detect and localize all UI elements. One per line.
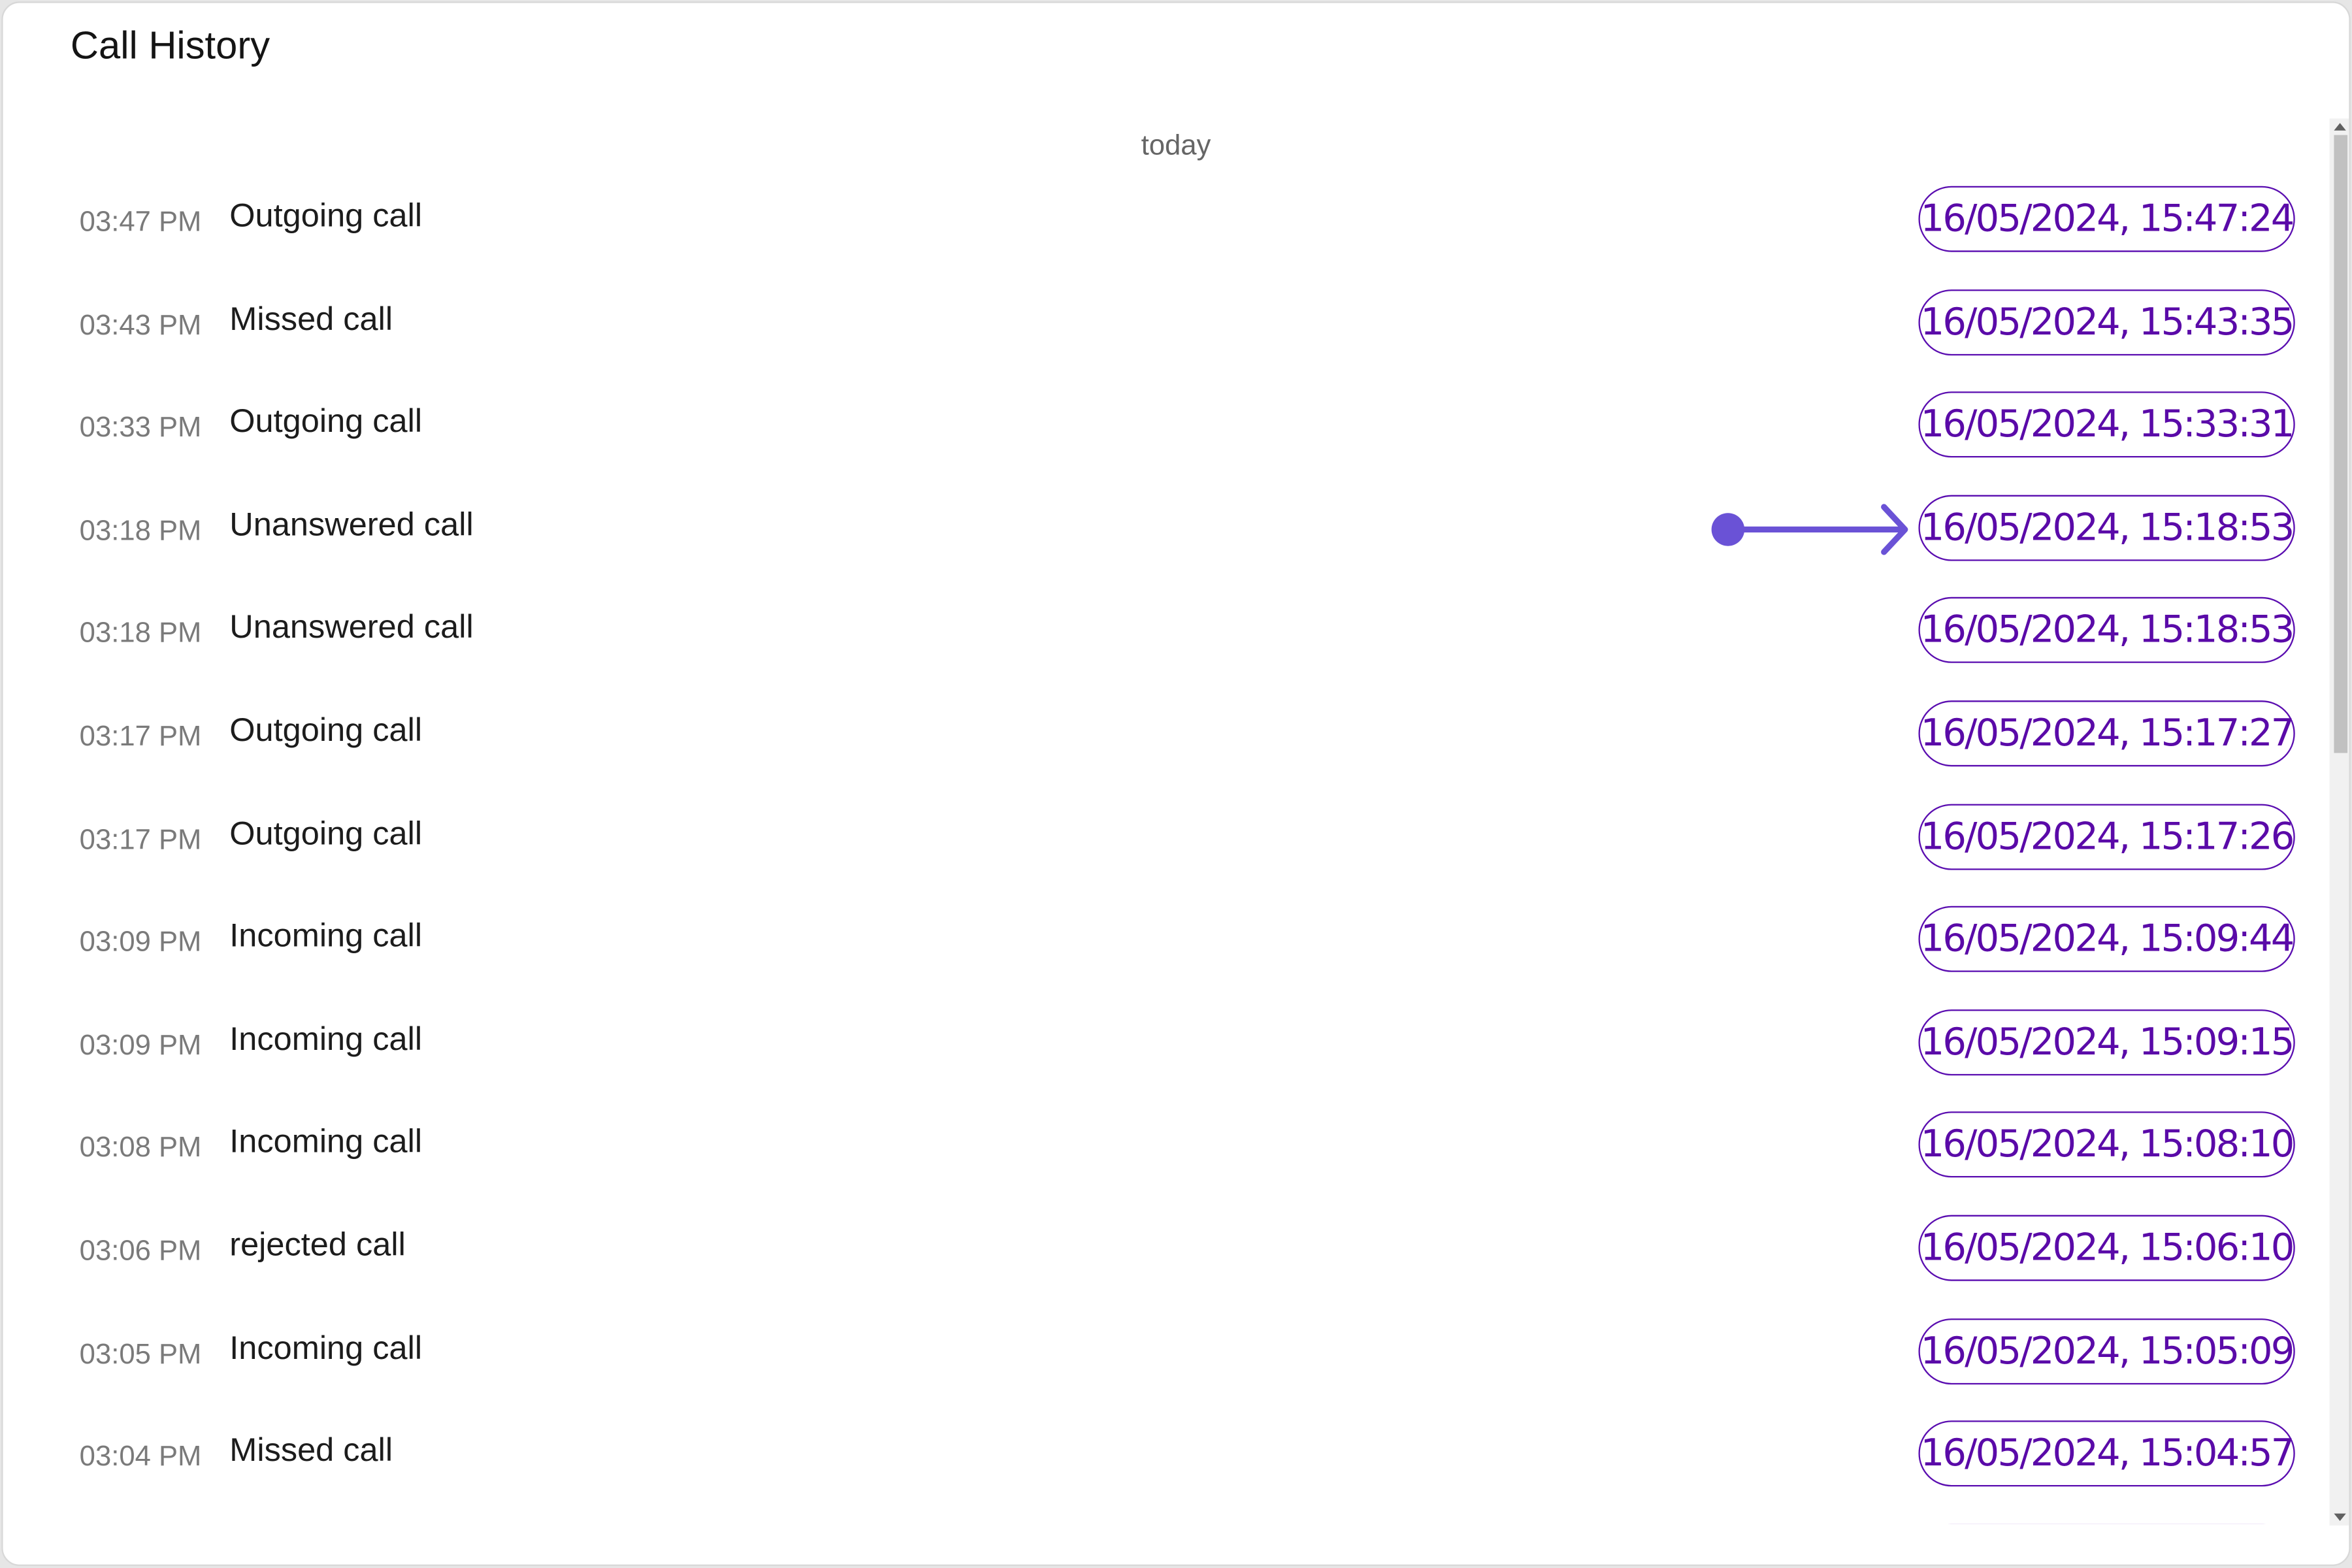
call-type: Unanswered call [229, 608, 474, 646]
call-time: 03:17 PM [79, 824, 202, 857]
call-time: 03:08 PM [79, 1133, 202, 1165]
scrollbar-thumb[interactable] [2334, 135, 2348, 753]
call-timestamp-badge: 16/05/2024, 15:06:10 [1918, 1215, 2295, 1281]
call-list[interactable]: today 03:47 PM Outgoing call 16/05/2024, 1… [3, 117, 2328, 1524]
call-timestamp-badge: 16/05/2024, 15:09:44 [1918, 906, 2295, 973]
call-row[interactable]: 03:18 PM Unanswered call 16/05/2024, 15:18… [3, 587, 2328, 678]
scrollbar[interactable] [2329, 118, 2349, 1526]
call-type: Outgoing call [229, 402, 423, 440]
call-row[interactable]: 03:05 PM Incoming call 16/05/2024, 15:05:0… [3, 1307, 2328, 1397]
call-time: 03:04 PM [79, 1441, 202, 1474]
call-row[interactable]: 03:09 PM Incoming call 16/05/2024, 15:09:4… [3, 896, 2328, 986]
scroll-down-icon[interactable] [2334, 1513, 2346, 1522]
call-time: 03:06 PM [79, 1235, 202, 1268]
call-type: Unanswered call [229, 505, 474, 543]
call-row[interactable] [3, 1513, 2328, 1524]
call-timestamp-badge: 16/05/2024, 15:08:10 [1918, 1112, 2295, 1179]
call-time: 03:47 PM [79, 206, 202, 239]
arrow-pointer-icon [1711, 504, 1908, 555]
call-row[interactable]: 03:08 PM Incoming call 16/05/2024, 15:08:1… [3, 1102, 2328, 1192]
call-time: 03:18 PM [79, 515, 202, 547]
call-type: Outgoing call [229, 813, 423, 852]
call-type: Outgoing call [229, 196, 423, 235]
call-timestamp-badge: 16/05/2024, 15:47:24 [1918, 186, 2295, 252]
call-timestamp-badge: 16/05/2024, 15:33:31 [1918, 391, 2295, 458]
call-row[interactable]: 03:17 PM Outgoing call 16/05/2024, 15:17:2… [3, 690, 2328, 780]
call-time: 03:05 PM [79, 1339, 202, 1371]
call-timestamp-badge: 16/05/2024, 15:18:53 [1918, 495, 2295, 561]
call-time: 03:09 PM [79, 927, 202, 959]
call-time: 03:43 PM [79, 310, 202, 342]
call-type: Missed call [229, 1431, 393, 1469]
call-time: 03:17 PM [79, 721, 202, 753]
call-timestamp-badge: 16/05/2024, 15:04:57 [1918, 1420, 2295, 1487]
scroll-up-icon[interactable] [2334, 123, 2346, 131]
call-time: 03:18 PM [79, 618, 202, 651]
call-timestamp-badge: 16/05/2024, 15:43:35 [1918, 289, 2295, 355]
call-type: Incoming call [229, 1019, 423, 1058]
call-type: Missed call [229, 299, 393, 337]
date-group-label: today [1141, 130, 1211, 162]
call-timestamp-badge: 16/05/2024, 15:17:26 [1918, 803, 2295, 870]
call-type: rejected call [229, 1225, 406, 1264]
call-row[interactable]: 03:18 PM Unanswered call 16/05/2024, 15:18… [3, 484, 2328, 574]
page-title: Call History [70, 22, 270, 68]
call-type: Incoming call [229, 1122, 423, 1160]
call-time: 03:33 PM [79, 412, 202, 445]
call-row[interactable]: 03:04 PM Missed call 16/05/2024, 15:04:57 [3, 1411, 2328, 1501]
call-timestamp-badge: 16/05/2024, 15:09:15 [1918, 1009, 2295, 1075]
call-type: Incoming call [229, 1328, 423, 1366]
call-type: Outgoing call [229, 711, 423, 749]
call-row[interactable]: 03:47 PM Outgoing call 16/05/2024, 15:47:2… [3, 176, 2328, 266]
call-timestamp-badge: 16/05/2024, 15:18:53 [1918, 597, 2295, 664]
call-timestamp-badge: 16/05/2024, 15:05:09 [1918, 1318, 2295, 1384]
call-row[interactable]: 03:09 PM Incoming call 16/05/2024, 15:09:1… [3, 999, 2328, 1089]
call-row[interactable]: 03:43 PM Missed call 16/05/2024, 15:43:35 [3, 278, 2328, 368]
call-row[interactable]: 03:06 PM rejected call 16/05/2024, 15:06:1… [3, 1205, 2328, 1295]
call-time: 03:09 PM [79, 1030, 202, 1062]
call-timestamp-badge: 16/05/2024, 15:17:27 [1918, 700, 2295, 767]
call-row[interactable]: 03:17 PM Outgoing call 16/05/2024, 15:17:2… [3, 793, 2328, 883]
call-type: Incoming call [229, 917, 423, 955]
call-row[interactable]: 03:33 PM Outgoing call 16/05/2024, 15:33:3… [3, 382, 2328, 472]
